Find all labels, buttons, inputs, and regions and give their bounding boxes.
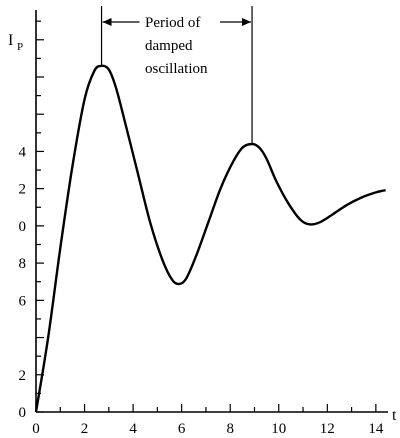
x-tick-label: 14 — [368, 421, 384, 437]
x-tick-label: 8 — [226, 421, 234, 437]
x-tick-label: 6 — [178, 421, 186, 437]
period-label-line-3: oscillation — [145, 61, 208, 77]
response-curve — [34, 64, 386, 413]
period-arrowhead-left — [102, 18, 112, 26]
x-tick-label: 4 — [129, 421, 137, 437]
y-tick-label: 2 — [19, 182, 27, 198]
y-tick-label: 2 — [19, 368, 27, 384]
period-arrowhead-right — [242, 18, 252, 26]
period-label-line-2: damped — [145, 38, 193, 54]
x-tick-label: 12 — [320, 421, 335, 437]
y-axis-label: I — [8, 32, 13, 49]
y-tick-label: 8 — [19, 256, 27, 272]
y-tick-label: 4 — [19, 144, 27, 160]
x-tick-label: 2 — [81, 421, 89, 437]
period-label-line-1: Period of — [145, 15, 200, 31]
y-tick-label: 0 — [19, 405, 27, 421]
y-tick-label: 6 — [19, 293, 27, 309]
y-tick-label: 0 — [19, 219, 27, 235]
x-axis-label: t — [392, 407, 397, 424]
x-tick-label: 0 — [32, 421, 40, 437]
y-axis-label-subscript: P — [17, 41, 23, 53]
x-tick-label: 10 — [271, 421, 286, 437]
